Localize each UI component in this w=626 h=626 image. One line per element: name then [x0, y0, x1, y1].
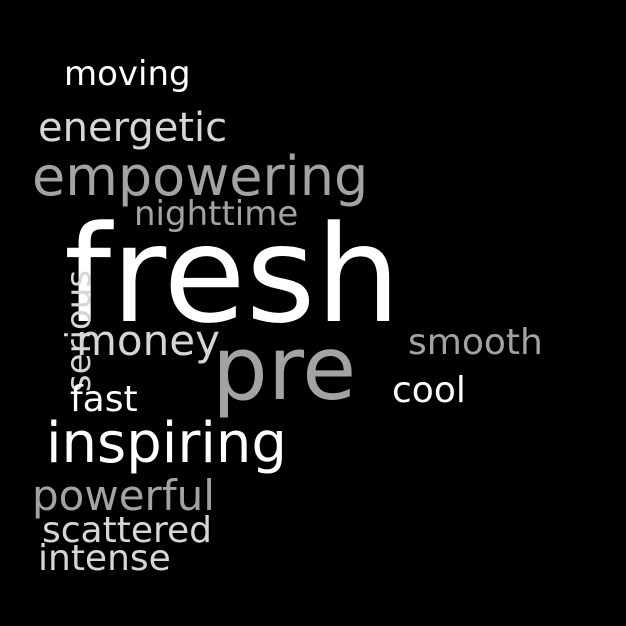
- word-fast: fast: [70, 379, 138, 420]
- word-fresh: fresh: [64, 197, 401, 353]
- word-inspiring: inspiring: [46, 411, 287, 476]
- word-moving: moving: [64, 54, 191, 94]
- word-empowering: empowering: [32, 145, 369, 208]
- word-scattered: scattered: [42, 510, 212, 551]
- word-intense: intense: [38, 538, 171, 579]
- word-energetic: energetic: [38, 105, 228, 151]
- word-powerful: powerful: [32, 471, 215, 520]
- word-cool: cool: [392, 370, 466, 411]
- word-smooth: smooth: [408, 322, 543, 363]
- word-money: money: [76, 316, 220, 365]
- word-nighttime: nighttime: [134, 194, 299, 234]
- word-pre: pre: [212, 317, 357, 420]
